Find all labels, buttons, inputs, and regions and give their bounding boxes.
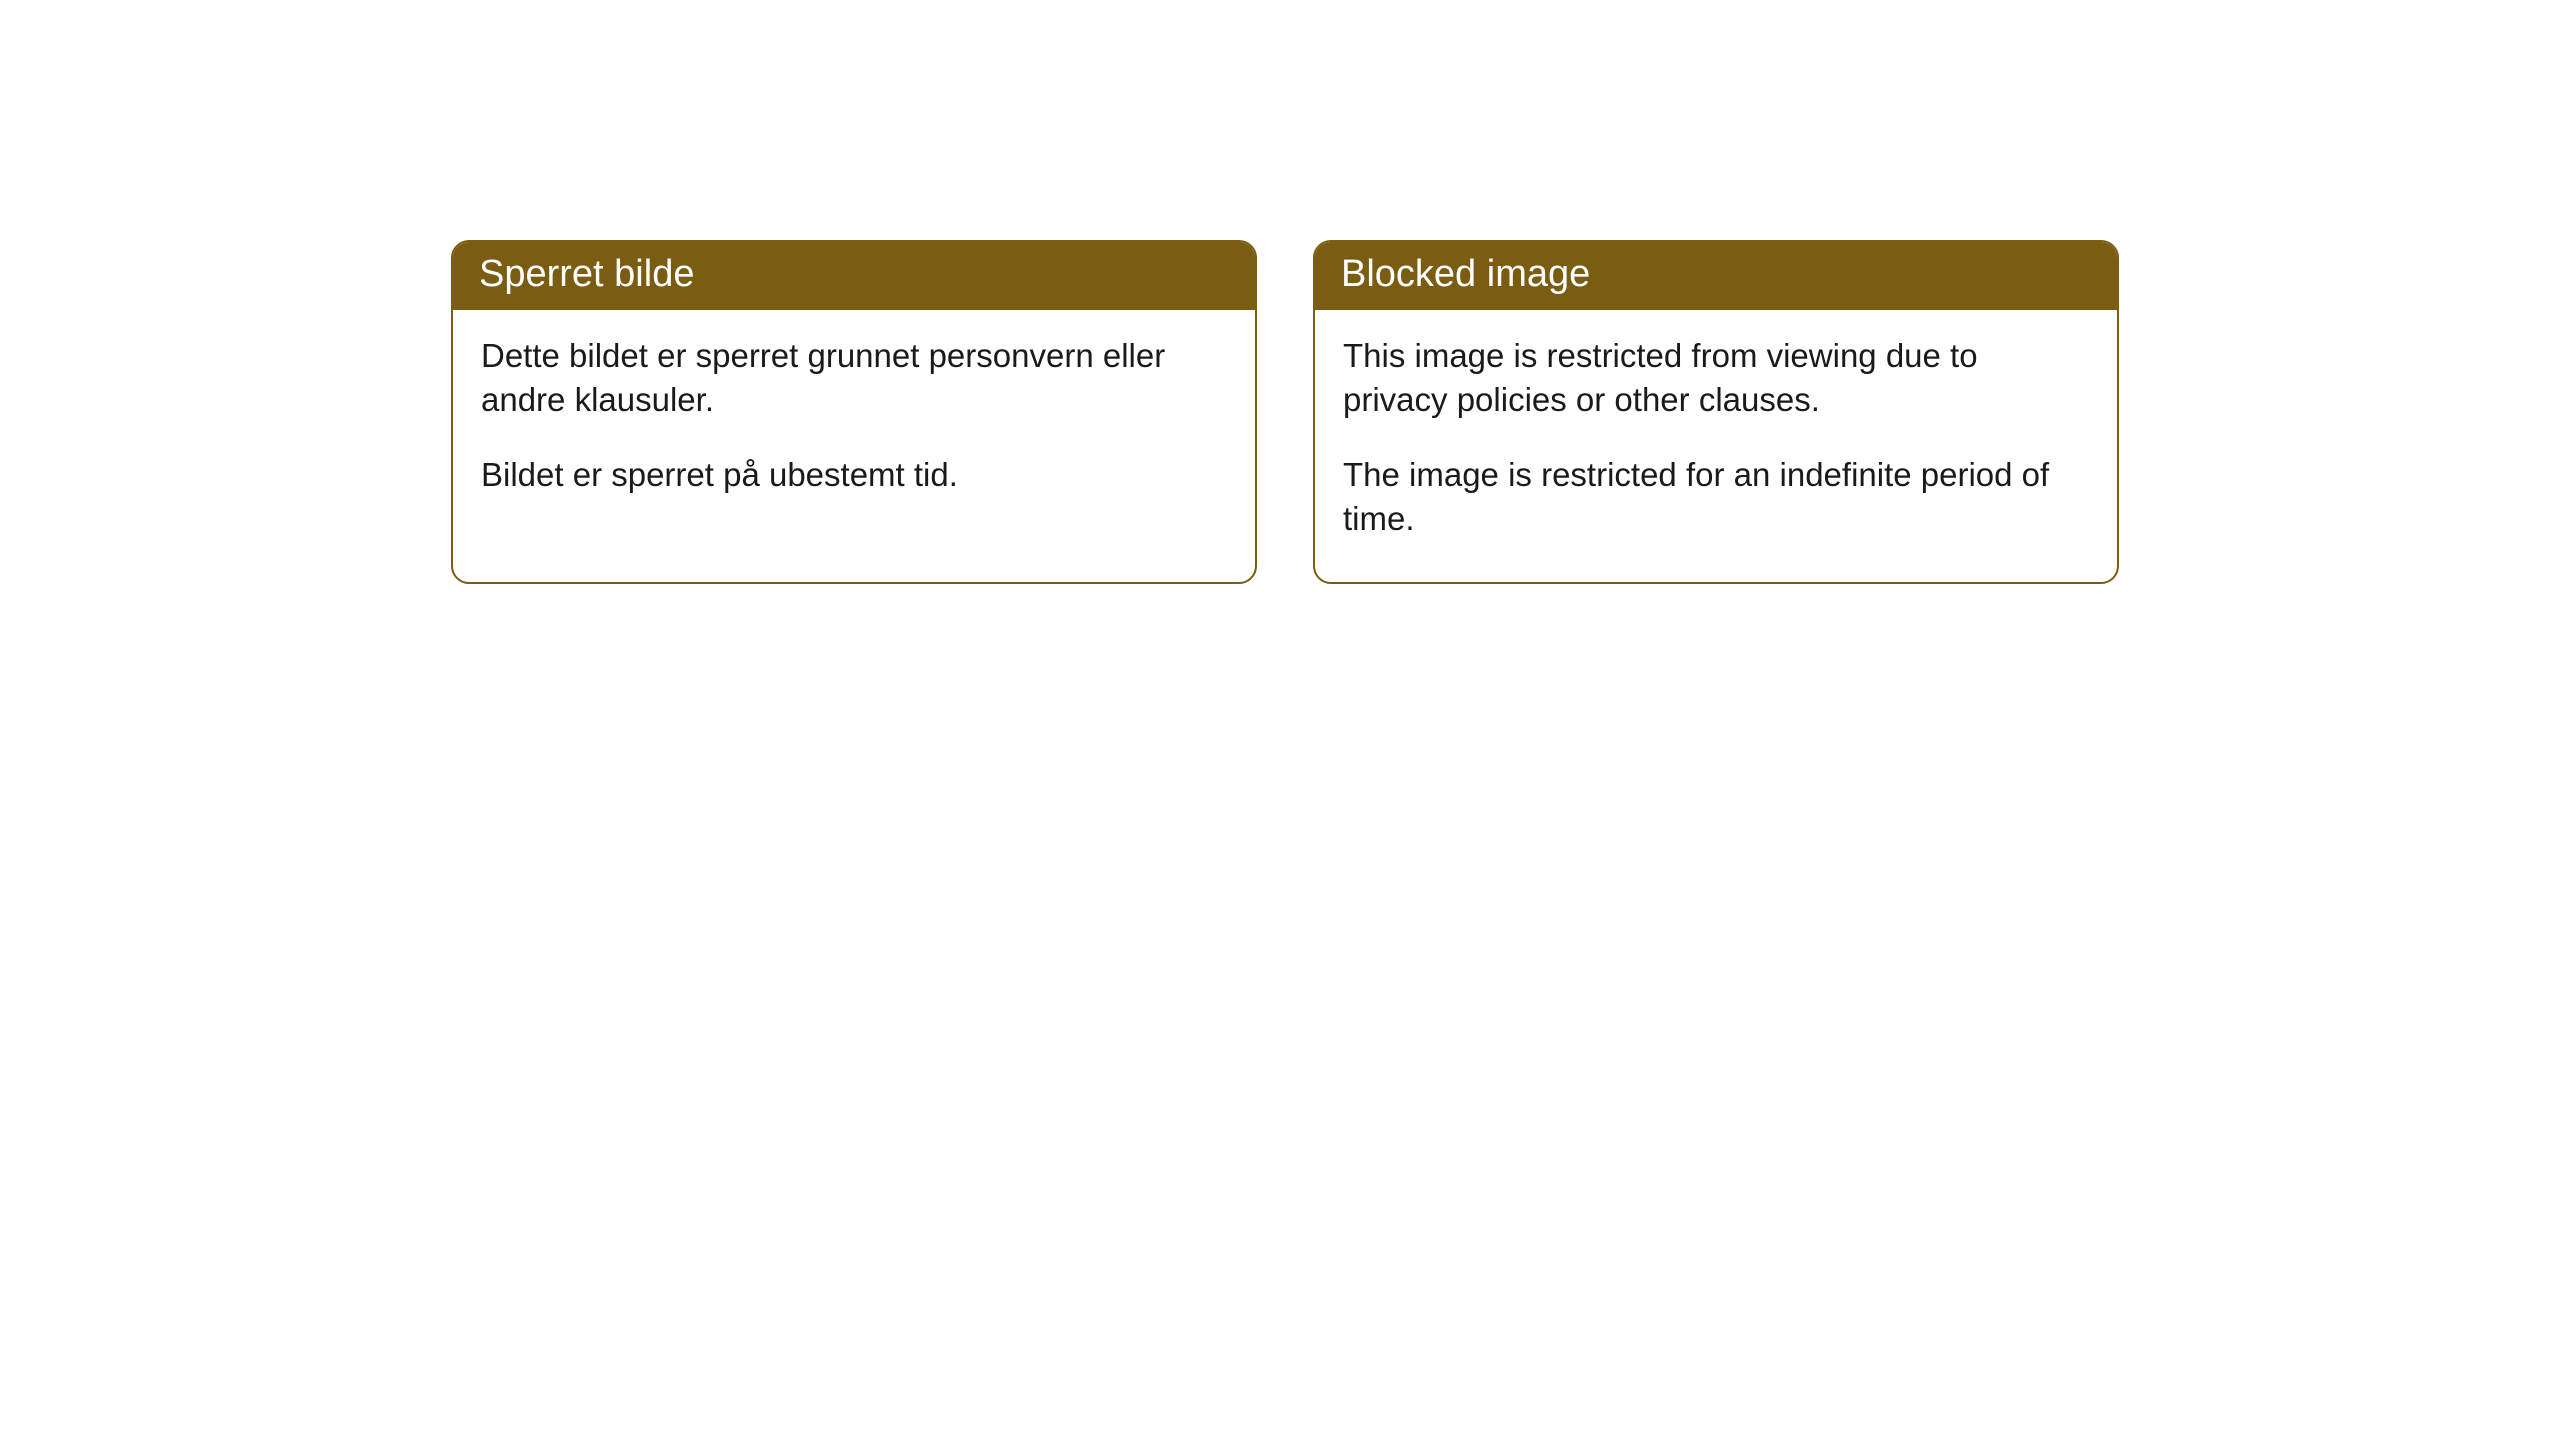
card-paragraph-1-english: This image is restricted from viewing du… <box>1343 334 2089 423</box>
blocked-image-card-norwegian: Sperret bilde Dette bildet er sperret gr… <box>451 240 1257 584</box>
card-paragraph-1-norwegian: Dette bildet er sperret grunnet personve… <box>481 334 1227 423</box>
blocked-image-card-english: Blocked image This image is restricted f… <box>1313 240 2119 584</box>
card-header-english: Blocked image <box>1315 242 2117 310</box>
card-body-english: This image is restricted from viewing du… <box>1315 310 2117 582</box>
card-body-norwegian: Dette bildet er sperret grunnet personve… <box>453 310 1255 538</box>
card-paragraph-2-english: The image is restricted for an indefinit… <box>1343 453 2089 542</box>
cards-container: Sperret bilde Dette bildet er sperret gr… <box>0 0 2560 584</box>
card-paragraph-2-norwegian: Bildet er sperret på ubestemt tid. <box>481 453 1227 498</box>
card-header-norwegian: Sperret bilde <box>453 242 1255 310</box>
